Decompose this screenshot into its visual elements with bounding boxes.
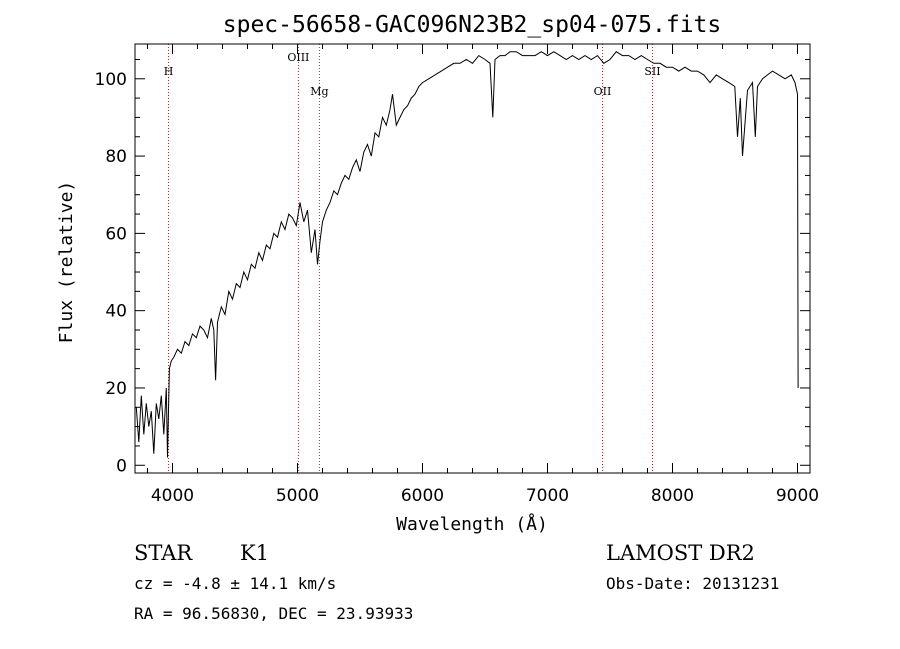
- x-tick-label: 9000: [776, 486, 819, 506]
- plot-frame: [134, 43, 811, 474]
- spectral-line-labels: H OIII Mg OII SII: [164, 51, 661, 98]
- x-axis-label: Wavelength (Å): [396, 513, 548, 535]
- object-class: STAR: [134, 541, 193, 565]
- spectral-line-markers: [168, 44, 653, 473]
- x-tick-label: 7000: [526, 486, 569, 506]
- redshift-cz: cz = -4.8 ± 14.1 km/s: [134, 574, 336, 593]
- x-tick-label: 4000: [151, 486, 194, 506]
- y-tick-label: 0: [116, 456, 127, 476]
- y-tick-label: 80: [105, 147, 127, 167]
- x-tick-label: 5000: [276, 486, 319, 506]
- y-tick-label: 100: [95, 70, 127, 90]
- chart-title: spec-56658-GAC096N23B2_sp04-075.fits: [223, 12, 722, 38]
- ra-dec-coordinates: RA = 96.56830, DEC = 23.93933: [134, 604, 413, 623]
- y-axis-ticks: 0 20 40 60 80 100: [95, 58, 810, 476]
- observation-date: Obs-Date: 20131231: [606, 574, 779, 593]
- y-tick-label: 60: [105, 224, 127, 244]
- object-subclass: K1: [240, 541, 269, 565]
- y-axis-label: Flux (relative): [56, 181, 77, 344]
- y-tick-label: 40: [105, 302, 127, 322]
- spectral-line-label-h: H: [164, 65, 174, 78]
- y-tick-label: 20: [105, 379, 127, 399]
- x-tick-label: 8000: [651, 486, 694, 506]
- x-axis-ticks: 4000 5000 6000 7000 8000 9000: [147, 44, 819, 506]
- x-tick-label: 6000: [401, 486, 444, 506]
- survey-name: LAMOST DR2: [606, 541, 755, 565]
- spectral-line-label-oii: OII: [594, 85, 612, 98]
- spectral-line-label-sii: SII: [644, 65, 660, 78]
- spectral-line-label-mg: Mg: [310, 85, 328, 98]
- spectral-line-label-oiii: OIII: [287, 51, 309, 64]
- spectrum-line: [135, 51, 799, 458]
